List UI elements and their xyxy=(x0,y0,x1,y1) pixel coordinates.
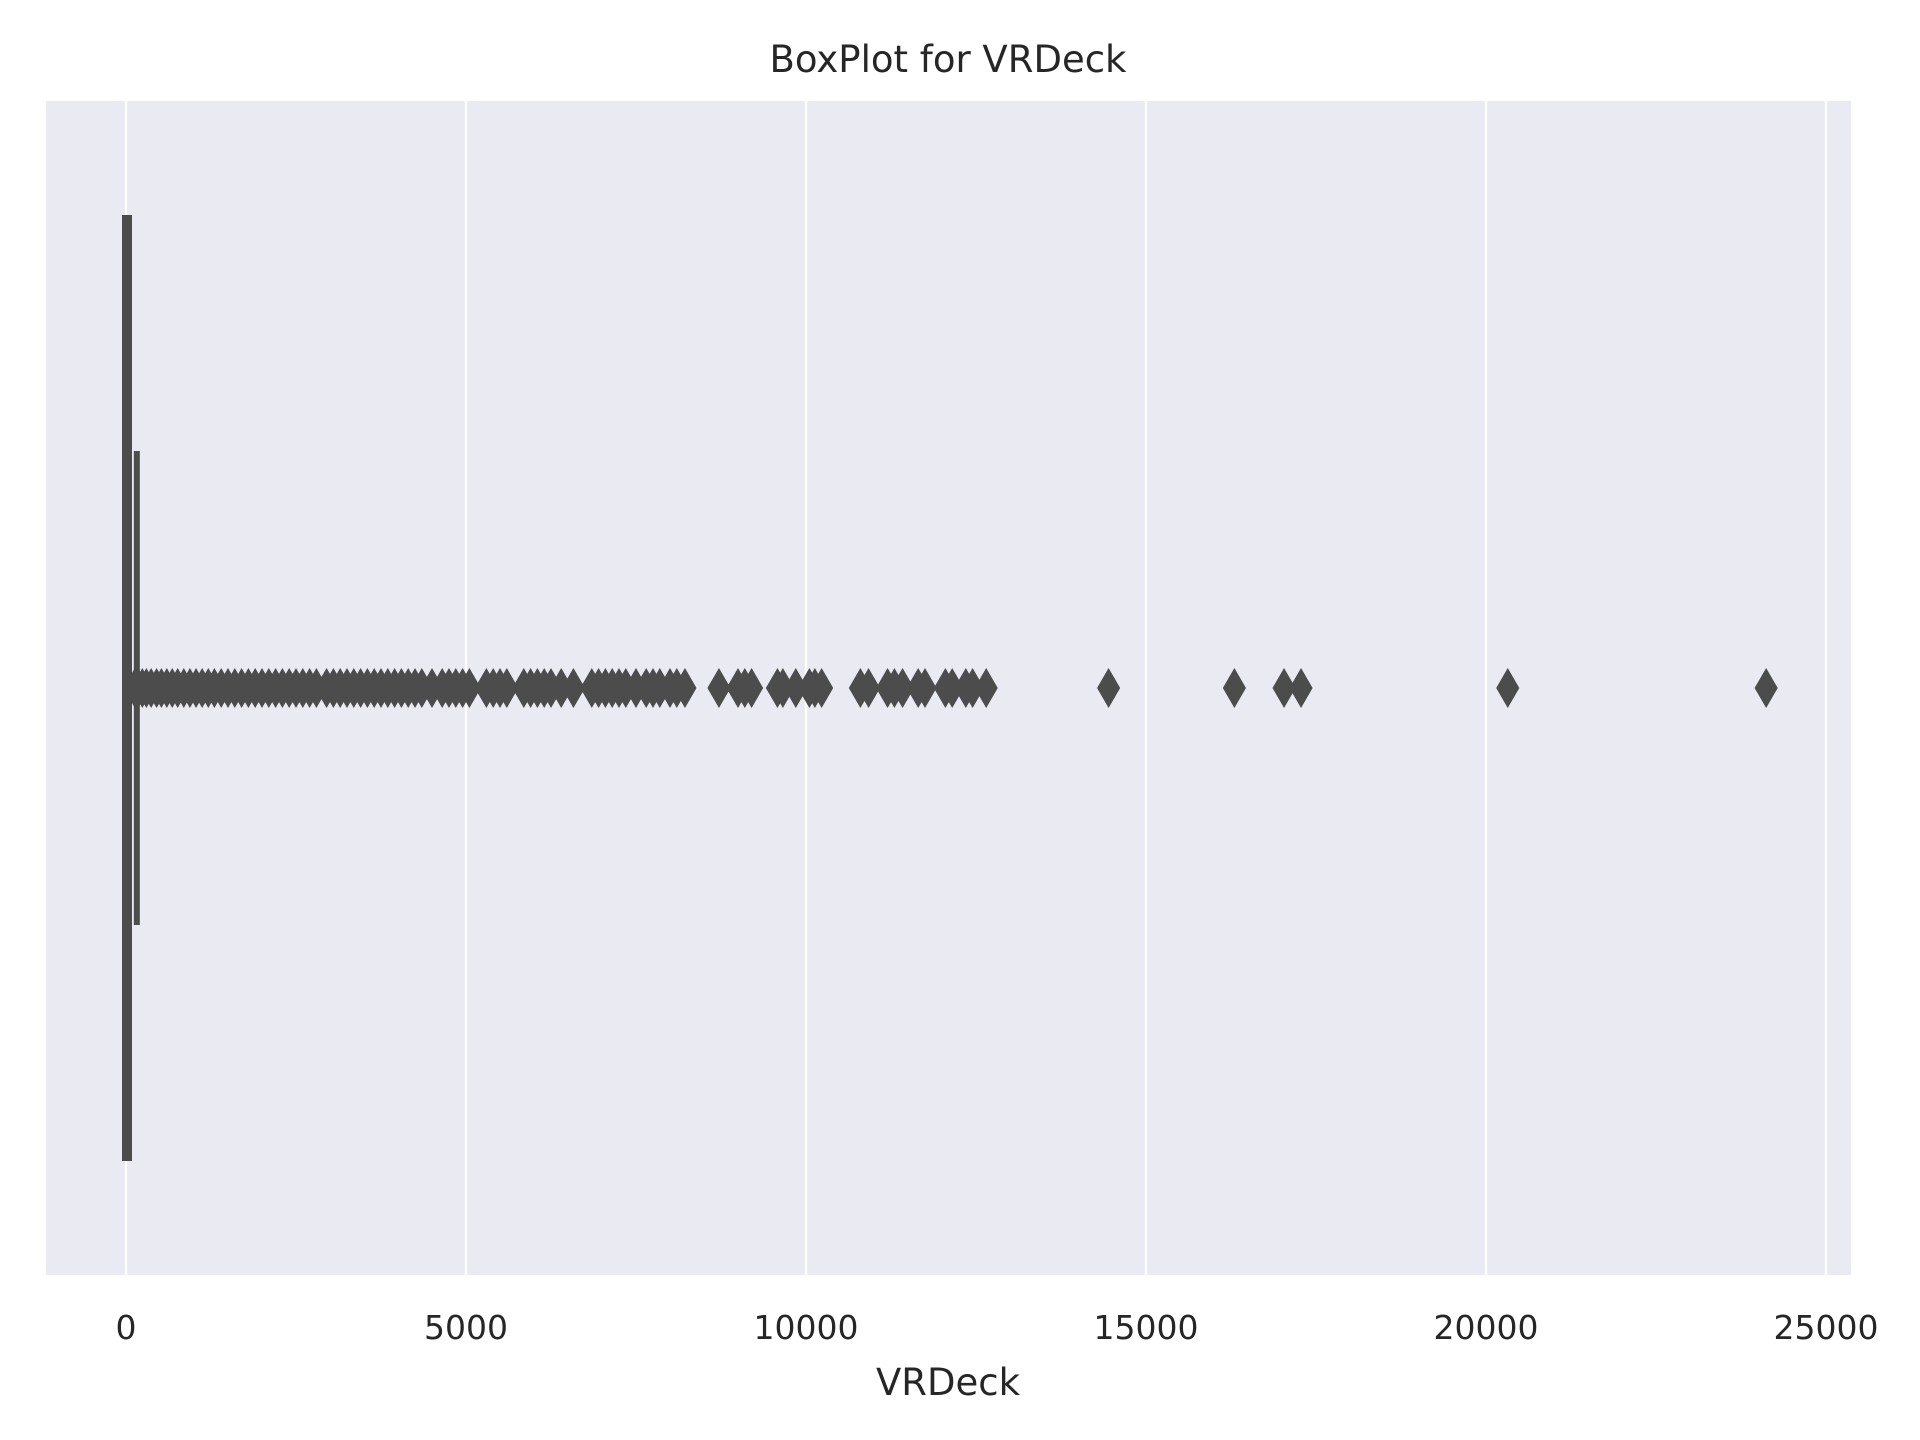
outlier-point xyxy=(707,668,731,708)
chart-title: BoxPlot for VRDeck xyxy=(770,38,1128,81)
outlier-point xyxy=(1097,668,1121,708)
outlier-point xyxy=(974,668,998,708)
outlier-point xyxy=(495,668,519,708)
outlier-point xyxy=(740,668,764,708)
outlier-point xyxy=(561,668,586,708)
x-tick-label-20000: 20000 xyxy=(1434,1308,1539,1347)
x-tick-label-0: 0 xyxy=(116,1308,137,1347)
x-axis-label: VRDeck xyxy=(876,1361,1021,1404)
outlier-point xyxy=(856,668,881,708)
outlier-point xyxy=(1272,668,1296,708)
outlier-point xyxy=(810,668,834,708)
outlier-point xyxy=(1754,668,1778,708)
outlier-point xyxy=(457,668,481,708)
outlier-point xyxy=(1496,668,1520,708)
x-tick-labels: 0 5000 10000 15000 20000 25000 xyxy=(116,1308,1879,1347)
outlier-markers xyxy=(123,668,1778,708)
x-tick-label-10000: 10000 xyxy=(754,1308,859,1347)
x-tick-label-5000: 5000 xyxy=(424,1308,508,1347)
outlier-point xyxy=(890,668,915,708)
x-tick-label-25000: 25000 xyxy=(1774,1308,1879,1347)
outlier-point xyxy=(1222,668,1246,708)
outlier-point xyxy=(673,668,697,708)
outlier-point xyxy=(1289,668,1313,708)
x-tick-label-15000: 15000 xyxy=(1094,1308,1199,1347)
outlier-point xyxy=(913,668,937,708)
